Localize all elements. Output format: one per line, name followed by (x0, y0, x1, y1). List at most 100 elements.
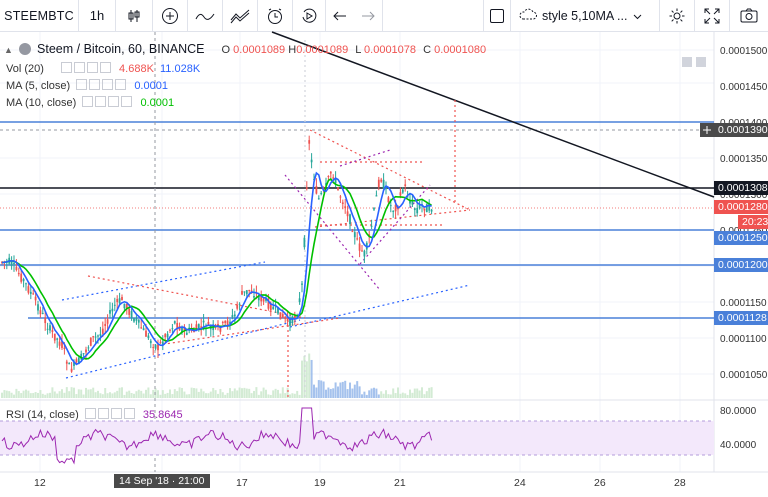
volume-bar (197, 391, 200, 398)
replay-icon[interactable] (293, 0, 326, 31)
add-small-icon[interactable] (86, 62, 98, 73)
volume-bar (291, 393, 294, 398)
volume-bar (421, 387, 423, 398)
close-value: 0.0001080 (434, 44, 487, 56)
volume-bar (401, 392, 404, 398)
settings-small-icon[interactable] (89, 79, 101, 90)
candle-body (349, 214, 351, 225)
candles-icon[interactable] (116, 0, 153, 31)
volume-bar (20, 393, 23, 398)
volume-bar (82, 394, 85, 398)
volume-bar (217, 393, 219, 398)
volume-bar (341, 381, 344, 398)
camera-icon[interactable] (730, 0, 768, 31)
eye-icon[interactable] (84, 408, 96, 419)
price-axis-tick: 0.0001100 (720, 334, 767, 345)
close-small-icon[interactable] (99, 62, 111, 73)
chart-style-dropdown[interactable]: style 5,10MA ... (511, 0, 660, 31)
candle-body (87, 347, 90, 349)
candle-body (109, 310, 111, 314)
high-label: H (288, 44, 297, 56)
volume-bar (430, 387, 433, 398)
candle-body (334, 178, 337, 184)
volume-bar (260, 391, 263, 398)
candle-body (375, 195, 378, 197)
eye-icon[interactable] (76, 79, 88, 90)
indicators-icon[interactable] (223, 0, 258, 31)
crosshair-price-label: 0.0001390 (714, 123, 768, 137)
candle-body (380, 179, 383, 182)
volume-bar (142, 393, 145, 398)
volume-bar (329, 388, 332, 398)
close-small-icon[interactable] (115, 79, 127, 90)
close-small-icon[interactable] (121, 96, 133, 107)
volume-bar (351, 388, 354, 398)
volume-bar (147, 387, 150, 398)
high-value: 0.0001089 (296, 44, 349, 56)
candle-body (377, 179, 380, 187)
candle-body (169, 329, 171, 331)
candle-body (159, 341, 162, 343)
volume-bar (269, 394, 272, 398)
fullscreen-icon[interactable] (695, 0, 730, 31)
volume-bar (17, 391, 20, 398)
settings-small-icon[interactable] (95, 96, 107, 107)
candle-body (231, 315, 234, 318)
settings-small-icon[interactable] (73, 62, 85, 73)
add-small-icon[interactable] (110, 408, 122, 419)
interval-button[interactable]: 1h (79, 0, 116, 31)
add-indicator-icon[interactable] (153, 0, 188, 31)
volume-bar (159, 394, 162, 398)
volume-bar (236, 390, 239, 398)
candle-body (257, 295, 260, 301)
alert-icon[interactable] (258, 0, 293, 31)
square-icon[interactable] (483, 0, 511, 31)
settings-icon[interactable] (660, 0, 695, 31)
candle-body (404, 184, 407, 186)
candle-body (286, 315, 289, 322)
volume-bar (315, 387, 318, 398)
candle-body (185, 332, 188, 335)
candle-body (253, 295, 255, 298)
pane-up-icon[interactable] (682, 57, 692, 67)
volume-bar (22, 390, 25, 398)
volume-bar (281, 387, 284, 398)
close-small-icon[interactable] (123, 408, 135, 419)
volume-bar (392, 388, 395, 398)
chevron-down-icon (633, 8, 642, 23)
volume-bar (308, 353, 311, 398)
volume-bar (370, 388, 373, 398)
line-icon[interactable] (188, 0, 223, 31)
volume-bar (425, 391, 428, 398)
volume-bar (169, 389, 171, 398)
volume-bar (313, 384, 315, 398)
candle-body (361, 250, 363, 252)
eye-icon[interactable] (60, 62, 72, 73)
redo-icon[interactable] (354, 0, 383, 31)
pane-down-icon[interactable] (696, 57, 706, 67)
volume-bar (339, 382, 342, 398)
candle-body (70, 368, 73, 372)
volume-bar (195, 388, 198, 398)
candle-body (217, 324, 219, 327)
candle-body (13, 262, 15, 265)
eye-icon[interactable] (82, 96, 94, 107)
settings-small-icon[interactable] (97, 408, 109, 419)
symbol-search-button[interactable]: STEEMBTC (0, 0, 79, 31)
volume-bar (200, 388, 203, 398)
add-small-icon[interactable] (102, 79, 114, 90)
volume-bar (257, 394, 260, 398)
candle-body (236, 304, 239, 309)
undo-icon[interactable] (326, 0, 354, 31)
collapse-icon[interactable]: ▲ (4, 45, 13, 55)
volume-bar (65, 387, 68, 398)
volume-bar (293, 393, 296, 398)
add-small-icon[interactable] (108, 96, 120, 107)
volume-bar (121, 387, 123, 398)
candle-body (243, 291, 246, 293)
volume-bar (423, 394, 426, 398)
candle-body (341, 202, 344, 205)
volume-bar (272, 390, 275, 398)
volume-bar (178, 387, 181, 398)
